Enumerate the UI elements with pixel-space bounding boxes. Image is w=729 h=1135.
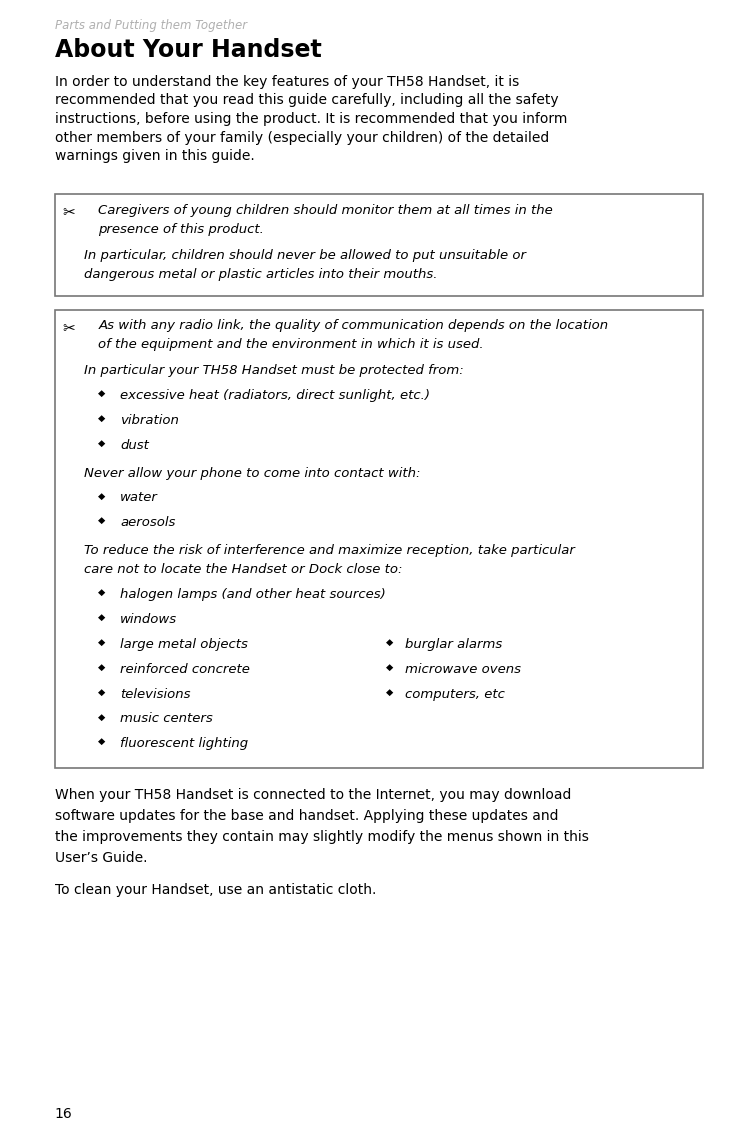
Text: Parts and Putting them Together: Parts and Putting them Together bbox=[55, 19, 247, 32]
Text: microwave ovens: microwave ovens bbox=[405, 663, 521, 675]
Text: To clean your Handset, use an antistatic cloth.: To clean your Handset, use an antistatic… bbox=[55, 883, 376, 898]
Text: As with any radio link, the quality of communication depends on the location: As with any radio link, the quality of c… bbox=[98, 319, 609, 333]
Text: ◆: ◆ bbox=[98, 688, 106, 697]
Text: ◆: ◆ bbox=[98, 414, 106, 423]
Text: windows: windows bbox=[120, 613, 177, 627]
Text: dangerous metal or plastic articles into their mouths.: dangerous metal or plastic articles into… bbox=[84, 268, 437, 281]
Text: software updates for the base and handset. Applying these updates and: software updates for the base and handse… bbox=[55, 808, 558, 823]
Text: In order to understand the key features of your TH58 Handset, it is
recommended : In order to understand the key features … bbox=[55, 75, 567, 163]
Text: large metal objects: large metal objects bbox=[120, 638, 248, 650]
Text: Never allow your phone to come into contact with:: Never allow your phone to come into cont… bbox=[84, 466, 421, 480]
Text: televisions: televisions bbox=[120, 688, 191, 700]
Text: ◆: ◆ bbox=[98, 491, 106, 501]
Text: computers, etc: computers, etc bbox=[405, 688, 504, 700]
Text: fluorescent lighting: fluorescent lighting bbox=[120, 738, 249, 750]
Text: ◆: ◆ bbox=[386, 663, 394, 672]
Text: halogen lamps (and other heat sources): halogen lamps (and other heat sources) bbox=[120, 588, 386, 602]
Text: ◆: ◆ bbox=[98, 663, 106, 672]
Text: Caregivers of young children should monitor them at all times in the: Caregivers of young children should moni… bbox=[98, 204, 553, 217]
FancyBboxPatch shape bbox=[55, 310, 703, 768]
Text: ◆: ◆ bbox=[98, 389, 106, 398]
Text: of the equipment and the environment in which it is used.: of the equipment and the environment in … bbox=[98, 338, 484, 352]
Text: ✂: ✂ bbox=[62, 205, 74, 220]
Text: ◆: ◆ bbox=[386, 638, 394, 647]
Text: ◆: ◆ bbox=[98, 638, 106, 647]
Text: water: water bbox=[120, 491, 158, 504]
FancyBboxPatch shape bbox=[55, 194, 703, 296]
Text: About Your Handset: About Your Handset bbox=[55, 39, 321, 62]
Text: ◆: ◆ bbox=[98, 588, 106, 597]
Text: dust: dust bbox=[120, 439, 149, 452]
Text: ◆: ◆ bbox=[98, 713, 106, 722]
Text: ✂: ✂ bbox=[62, 321, 74, 336]
Text: To reduce the risk of interference and maximize reception, take particular: To reduce the risk of interference and m… bbox=[84, 544, 574, 557]
Text: aerosols: aerosols bbox=[120, 516, 176, 529]
Text: ◆: ◆ bbox=[98, 439, 106, 448]
Text: ◆: ◆ bbox=[98, 516, 106, 526]
Text: music centers: music centers bbox=[120, 713, 213, 725]
Text: care not to locate the Handset or Dock close to:: care not to locate the Handset or Dock c… bbox=[84, 563, 402, 577]
Text: burglar alarms: burglar alarms bbox=[405, 638, 502, 650]
Text: When your TH58 Handset is connected to the Internet, you may download: When your TH58 Handset is connected to t… bbox=[55, 788, 571, 801]
Text: 16: 16 bbox=[55, 1108, 72, 1121]
Text: ◆: ◆ bbox=[386, 688, 394, 697]
Text: reinforced concrete: reinforced concrete bbox=[120, 663, 250, 675]
Text: In particular your TH58 Handset must be protected from:: In particular your TH58 Handset must be … bbox=[84, 364, 464, 377]
Text: ◆: ◆ bbox=[98, 738, 106, 747]
Text: In particular, children should never be allowed to put unsuitable or: In particular, children should never be … bbox=[84, 249, 526, 262]
Text: the improvements they contain may slightly modify the menus shown in this: the improvements they contain may slight… bbox=[55, 830, 588, 843]
Text: User’s Guide.: User’s Guide. bbox=[55, 851, 147, 865]
Text: vibration: vibration bbox=[120, 414, 179, 427]
Text: excessive heat (radiators, direct sunlight, etc.): excessive heat (radiators, direct sunlig… bbox=[120, 389, 430, 402]
Text: presence of this product.: presence of this product. bbox=[98, 224, 265, 236]
Text: ◆: ◆ bbox=[98, 613, 106, 622]
